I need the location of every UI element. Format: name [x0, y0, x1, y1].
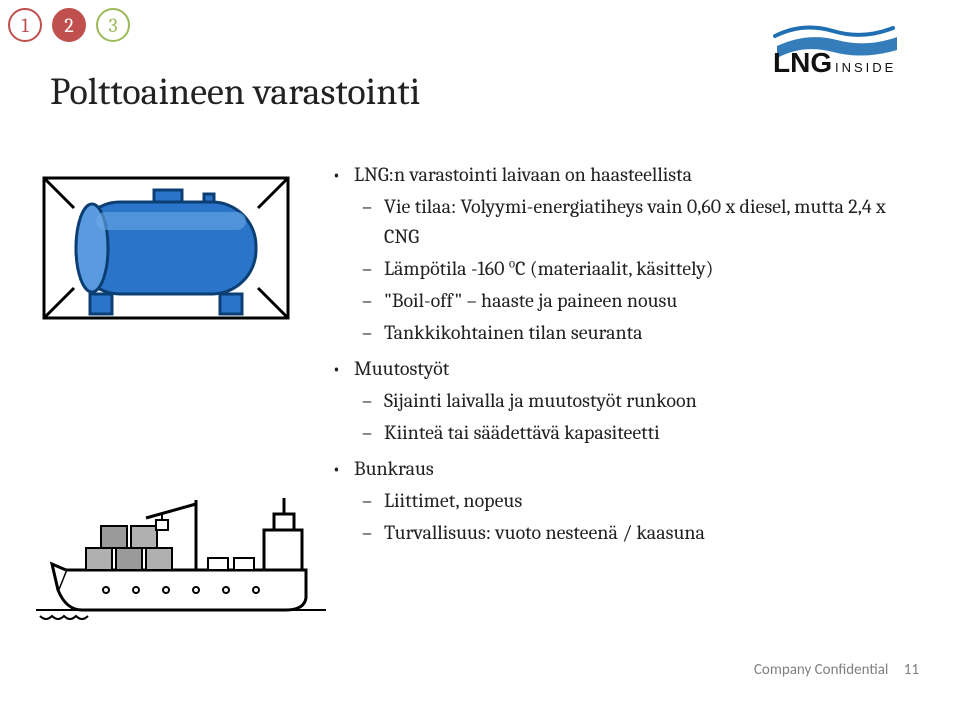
bullet-2-1: Sijainti laivalla ja muutostyöt runkoon: [362, 386, 919, 416]
bullet-3: Bunkraus Liittimet, nopeus Turvallisuus:…: [330, 454, 919, 548]
step-2-circle: 2: [52, 8, 86, 42]
svg-text:LNG: LNG: [773, 47, 832, 78]
bullet-1: LNG:n varastointi laivaan on haasteellis…: [330, 160, 919, 348]
step-1-circle: 1: [8, 8, 42, 42]
bullet-1-4: Tankkikohtainen tilan seuranta: [362, 318, 919, 348]
bunker-ship-illustration: [36, 470, 326, 634]
tank-container-illustration: [36, 170, 296, 334]
bullet-3-2: Turvallisuus: vuoto nesteenä / kaasuna: [362, 518, 919, 548]
bullet-content: LNG:n varastointi laivaan on haasteellis…: [330, 160, 919, 554]
footer: Company Confidential 11: [754, 661, 919, 679]
bullet-3-1: Liittimet, nopeus: [362, 486, 919, 516]
bullet-2-text: Muutostyöt: [354, 357, 449, 380]
lng-inside-logo: LNG INSIDE: [773, 16, 923, 86]
bullet-1-1: Vie tilaa: Volyymi-energiatiheys vain 0,…: [362, 192, 919, 252]
bullet-1-text: LNG:n varastointi laivaan on haasteellis…: [354, 163, 692, 186]
bullet-3-text: Bunkraus: [354, 457, 434, 480]
step-3-circle: 3: [96, 8, 130, 42]
bullet-2: Muutostyöt Sijainti laivalla ja muutosty…: [330, 354, 919, 448]
footer-page-number: 11: [904, 661, 919, 679]
bullet-1-3: "Boil-off" – haaste ja paineen nousu: [362, 286, 919, 316]
step-indicator: 1 2 3: [8, 8, 130, 42]
bullet-1-2: Lämpötila -160 oC (materiaalit, käsittel…: [362, 254, 919, 284]
bullet-2-2: Kiinteä tai säädettävä kapasiteetti: [362, 418, 919, 448]
svg-text:INSIDE: INSIDE: [835, 60, 896, 75]
footer-confidential: Company Confidential: [754, 661, 888, 679]
